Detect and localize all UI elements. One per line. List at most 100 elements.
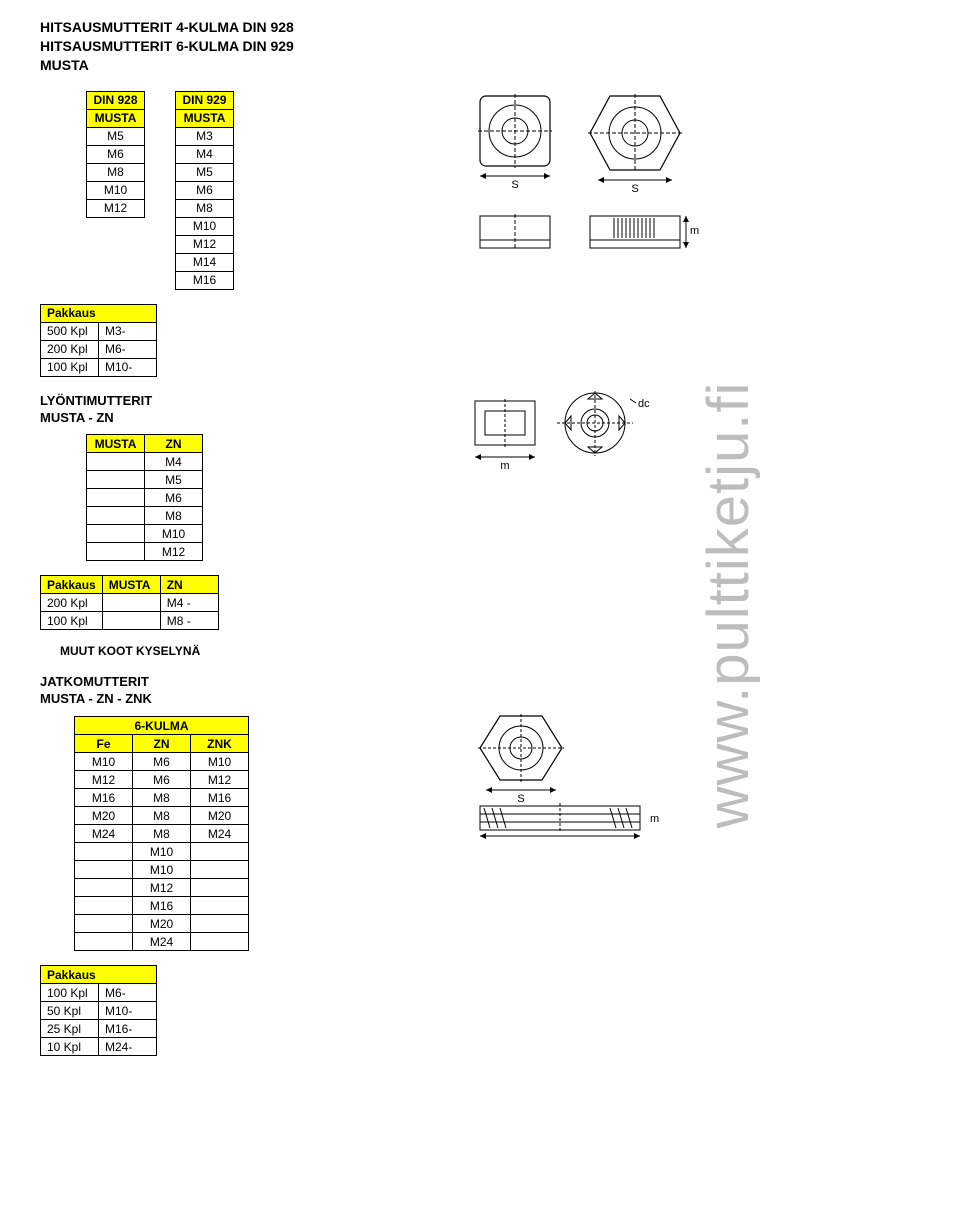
table-cell: M8 - [160, 612, 218, 630]
table-cell: M10 [176, 217, 234, 235]
table-cell: M8 [133, 807, 191, 825]
table-cell [75, 843, 133, 861]
table-cell: M8 [133, 825, 191, 843]
table-cell [102, 594, 160, 612]
table-cell [191, 843, 249, 861]
table-cell: M6 [133, 771, 191, 789]
table-cell: M12 [145, 543, 203, 561]
table-cell: M10 [75, 753, 133, 771]
table-cell: M3- [99, 322, 157, 340]
svg-text:m: m [650, 813, 659, 825]
table-cell [87, 507, 145, 525]
table-cell [191, 915, 249, 933]
vertical-watermark: www.pulttiketju.fi [695, 381, 762, 828]
table-cell: M24 [191, 825, 249, 843]
table-cell: 200 Kpl [41, 340, 99, 358]
svg-text:dc: dc [638, 398, 650, 410]
table-pakkaus-3: Pakkaus 100 KplM6-50 KplM10-25 KplM16-10… [40, 965, 157, 1056]
nut-diagram-side-icon: m [470, 211, 710, 261]
section-jatko-title: JATKOMUTTERIT MUSTA - ZN - ZNK [40, 674, 430, 708]
heading-line-3: MUSTA [40, 56, 920, 75]
table-cell: 100 Kpl [41, 984, 99, 1002]
table-cell [191, 879, 249, 897]
table-jatko: 6-KULMA Fe ZN ZNK M10M6M10M12M6M12M16M8M… [74, 716, 249, 951]
table-cell: M10 [87, 181, 145, 199]
table-cell: M4 - [160, 594, 218, 612]
table-cell: M6 [145, 489, 203, 507]
table-lyonti: MUSTA ZN M4M5M6M8M10M12 [86, 434, 203, 561]
tnut-diagram-icon: m dc [470, 391, 690, 471]
table-cell: M12 [191, 771, 249, 789]
table-cell: M5 [87, 127, 145, 145]
pak3-head: Pakkaus [41, 966, 157, 984]
table-cell [75, 933, 133, 951]
section-lyonti-title: LYÖNTIMUTTERIT MUSTA - ZN [40, 393, 430, 427]
table-cell: M5 [145, 471, 203, 489]
table-cell: M10 [145, 525, 203, 543]
table-cell: M24- [99, 1038, 157, 1056]
table-cell: 10 Kpl [41, 1038, 99, 1056]
coupling-nut-diagram-icon: S m [470, 711, 690, 841]
svg-text:S: S [517, 793, 524, 805]
table-cell: M6 [133, 753, 191, 771]
din929-head-top: DIN 929 [176, 91, 234, 109]
din929-head-sub: MUSTA [176, 109, 234, 127]
diagrams-column: S S [470, 91, 710, 841]
table-cell: M12 [176, 235, 234, 253]
jatko-title: 6-KULMA [75, 717, 249, 735]
svg-text:m: m [500, 460, 509, 471]
table-pakkaus-1: Pakkaus 500 KplM3-200 KplM6-100 KplM10- [40, 304, 157, 377]
table-cell [191, 861, 249, 879]
lyonti-head-l: MUSTA [87, 435, 145, 453]
table-cell: M16 [191, 789, 249, 807]
table-cell: M20 [75, 807, 133, 825]
table-cell [87, 471, 145, 489]
table-cell: 200 Kpl [41, 594, 103, 612]
svg-text:S: S [631, 183, 638, 195]
table-cell: M14 [176, 253, 234, 271]
svg-text:m: m [690, 225, 699, 237]
table-cell: M8 [87, 163, 145, 181]
table-cell: M16 [133, 897, 191, 915]
table-cell [87, 525, 145, 543]
table-cell: M10 [133, 861, 191, 879]
table-cell: 500 Kpl [41, 322, 99, 340]
table-cell: M10- [99, 1002, 157, 1020]
table-cell: M4 [145, 453, 203, 471]
kysely-note: MUUT KOOT KYSELYNÄ [60, 644, 430, 658]
table-cell [87, 543, 145, 561]
table-cell [191, 933, 249, 951]
pak2-h2: ZN [160, 576, 218, 594]
table-cell: M16- [99, 1020, 157, 1038]
table-cell: M20 [191, 807, 249, 825]
jatko-h2: ZNK [191, 735, 249, 753]
table-cell [87, 453, 145, 471]
table-cell [191, 897, 249, 915]
table-cell: M24 [133, 933, 191, 951]
din928-head-sub: MUSTA [87, 109, 145, 127]
pak1-head: Pakkaus [41, 304, 157, 322]
table-cell [87, 489, 145, 507]
table-cell: M6 [176, 181, 234, 199]
table-cell: M12 [133, 879, 191, 897]
pak2-h1: MUSTA [102, 576, 160, 594]
table-cell: M5 [176, 163, 234, 181]
table-cell: M20 [133, 915, 191, 933]
table-cell: 25 Kpl [41, 1020, 99, 1038]
table-cell: M6- [99, 984, 157, 1002]
table-cell: M12 [75, 771, 133, 789]
din928-head-top: DIN 928 [87, 91, 145, 109]
table-cell: M10 [133, 843, 191, 861]
svg-text:S: S [511, 179, 518, 191]
table-cell: M3 [176, 127, 234, 145]
table-cell: 100 Kpl [41, 612, 103, 630]
table-cell: M16 [176, 271, 234, 289]
page-title: HITSAUSMUTTERIT 4-KULMA DIN 928 HITSAUSM… [40, 18, 920, 75]
table-cell: M24 [75, 825, 133, 843]
jatko-h1: ZN [133, 735, 191, 753]
table-pakkaus-2: Pakkaus MUSTA ZN 200 KplM4 -100 KplM8 - [40, 575, 219, 630]
table-cell [75, 879, 133, 897]
table-cell: 100 Kpl [41, 358, 99, 376]
heading-line-2: HITSAUSMUTTERIT 6-KULMA DIN 929 [40, 37, 920, 56]
table-cell [75, 915, 133, 933]
